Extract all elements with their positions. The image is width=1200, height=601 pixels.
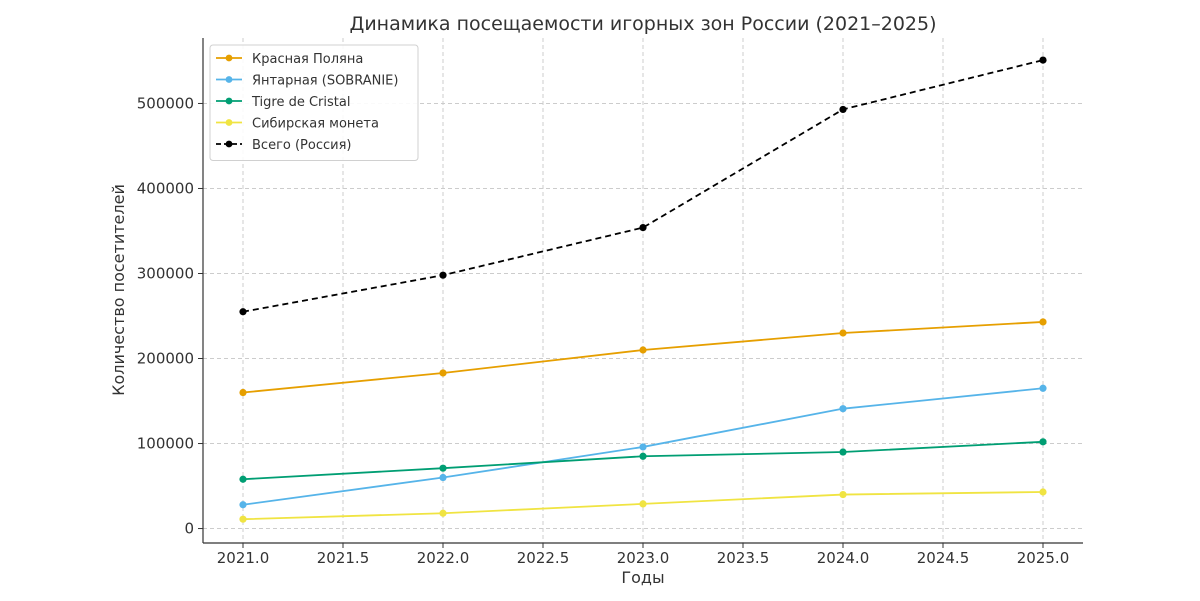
data-point — [1039, 488, 1047, 496]
legend-swatch-marker — [225, 54, 233, 62]
legend-item: Tigre de Cristal — [216, 95, 350, 110]
x-tick-label: 2025.0 — [1017, 549, 1070, 567]
series-line — [242, 59, 1044, 313]
series-1 — [239, 384, 1047, 509]
x-tick-label: 2024.5 — [917, 549, 970, 567]
x-axis-title: Годы — [621, 568, 664, 587]
data-point — [639, 223, 647, 232]
data-point — [239, 308, 247, 316]
series-0 — [239, 318, 1047, 397]
legend-swatch-marker — [225, 140, 233, 148]
data-point — [1039, 384, 1047, 392]
data-point — [239, 475, 247, 483]
legend-item: Красная Поляна — [216, 52, 363, 67]
x-tick-label: 2023.5 — [717, 549, 770, 567]
series-4 — [239, 56, 1047, 316]
data-point — [1039, 56, 1047, 64]
x-tick-label: 2024.0 — [817, 549, 870, 567]
legend-box — [209, 44, 419, 161]
tick-labels: 2021.0 2021.5 2022.0 2022.5 2023.0 2023.5 2024… — [137, 94, 1070, 567]
y-axis-title: Количество посетителей — [109, 184, 128, 396]
y-tick-label: 200000 — [137, 350, 194, 368]
data-point — [439, 464, 447, 472]
data-point — [839, 448, 847, 456]
chart-title: Динамика посещаемости игорных зон России… — [349, 13, 936, 35]
x-tick-label: 2022.0 — [417, 549, 470, 567]
legend-label: Всего (Россия) — [252, 138, 351, 153]
series-3 — [239, 488, 1047, 523]
data-point — [839, 329, 847, 337]
legend: Красная Поляна Янтарная (SOBRANIE) Tigre d… — [209, 44, 419, 161]
data-point — [1039, 438, 1047, 446]
legend-label: Tigre de Cristal — [251, 95, 350, 110]
x-tick-label: 2021.0 — [217, 549, 270, 567]
x-tick-label: 2022.5 — [517, 549, 570, 567]
data-point — [839, 490, 847, 499]
data-point — [239, 388, 247, 397]
y-tick-label: 500000 — [137, 94, 194, 112]
data-point — [639, 346, 647, 354]
legend-item: Янтарная (SOBRANIE) — [216, 74, 398, 89]
legend-item: Всего (Россия) — [216, 138, 351, 153]
y-tick-label: 400000 — [137, 179, 194, 197]
legend-label: Сибирская монета — [252, 117, 379, 132]
series-2 — [239, 438, 1047, 483]
data-point — [439, 369, 447, 377]
data-point — [639, 500, 647, 508]
x-tick-label: 2021.5 — [317, 549, 370, 567]
legend-swatch-marker — [225, 97, 233, 105]
data-point — [639, 443, 647, 451]
data-point — [639, 452, 647, 460]
x-tick-label: 2023.0 — [617, 549, 670, 567]
data-point — [1039, 318, 1047, 326]
legend-swatch-marker — [225, 76, 233, 83]
data-point — [439, 473, 447, 482]
legend-label: Янтарная (SOBRANIE) — [252, 74, 398, 89]
legend-swatch-marker — [225, 119, 233, 126]
legend-label: Красная Поляна — [252, 52, 363, 67]
data-point — [439, 271, 447, 279]
data-point — [239, 515, 247, 523]
data-point — [439, 509, 447, 517]
data-point — [239, 501, 247, 509]
series — [239, 56, 1047, 523]
y-tick-label: 300000 — [137, 264, 194, 282]
data-point — [839, 105, 847, 114]
data-point — [839, 405, 847, 413]
y-tick-label: 0 — [184, 520, 194, 538]
legend-item: Сибирская монета — [216, 117, 379, 132]
y-tick-label: 100000 — [137, 435, 194, 453]
